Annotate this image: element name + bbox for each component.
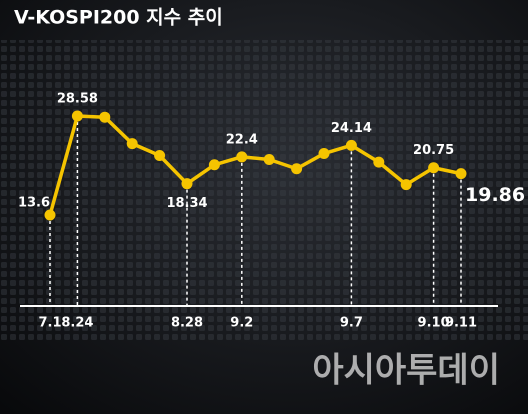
x-tick-label: 9.7 — [340, 316, 363, 331]
point — [400, 179, 412, 191]
point — [181, 178, 193, 190]
point — [373, 156, 385, 168]
x-tick-label: 7.1 — [38, 316, 61, 331]
point — [428, 162, 440, 174]
point — [208, 159, 220, 171]
data-label: 20.75 — [413, 143, 454, 158]
data-label: 24.14 — [331, 121, 372, 136]
data-label: 28.58 — [57, 92, 98, 107]
point — [154, 150, 166, 162]
logo: 아시아투데이 — [312, 351, 500, 391]
x-tick-label: 9.2 — [230, 316, 253, 331]
line — [48, 114, 462, 216]
point — [455, 168, 467, 180]
x-tick-label: 8.28 — [171, 316, 203, 331]
x-tick-label: 8.24 — [61, 316, 93, 331]
data-label: 18.34 — [166, 196, 207, 211]
point — [44, 209, 56, 221]
data-label: 22.4 — [226, 132, 258, 147]
data-label: 13.6 — [18, 196, 50, 211]
point — [99, 111, 111, 123]
point — [291, 163, 303, 175]
data-label: 19.86 — [465, 184, 525, 206]
point — [236, 151, 248, 163]
point — [126, 138, 138, 150]
point — [71, 110, 83, 122]
background-pattern — [0, 40, 528, 340]
chart-title: V-KOSPI200 지수 추이 — [14, 7, 223, 29]
x-tick-label: 9.11 — [445, 316, 477, 331]
x-tick-label: 9.10 — [418, 316, 450, 331]
point — [263, 153, 275, 165]
point — [345, 139, 357, 151]
point — [318, 148, 330, 160]
